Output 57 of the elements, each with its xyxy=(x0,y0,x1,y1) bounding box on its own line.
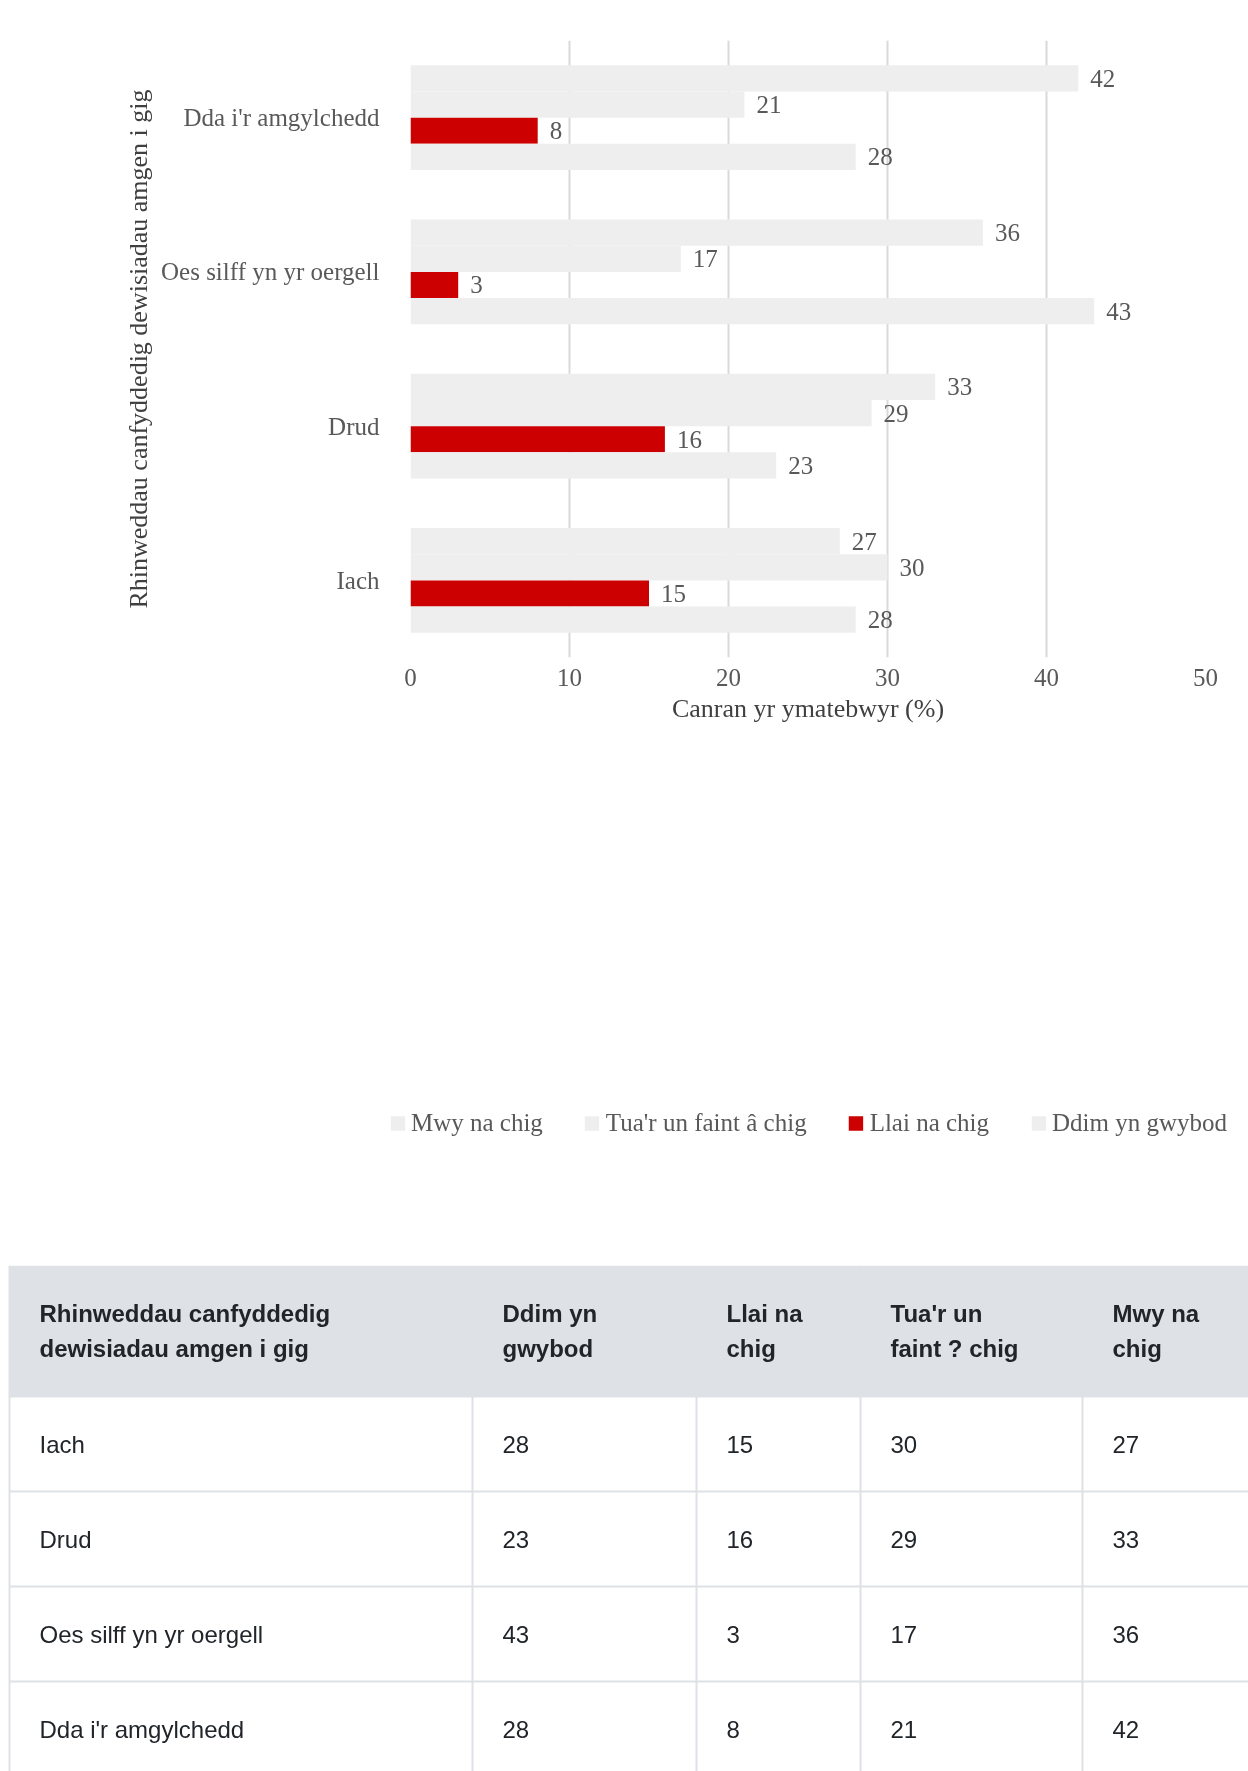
text: Mwy na chig xyxy=(1112,1299,1200,1363)
data-label: 16 xyxy=(676,425,702,453)
data-label: 3 xyxy=(470,271,483,299)
data-label: 8 xyxy=(549,117,563,145)
y-tick-label: Dda i'r amgylchedd xyxy=(183,104,380,132)
text: 28 xyxy=(502,1430,530,1458)
data-label: 28 xyxy=(867,606,893,634)
text: 28 xyxy=(502,1715,530,1743)
x-tick-label: 50 xyxy=(1193,663,1218,691)
data-label: 42 xyxy=(1090,64,1116,92)
legend-label: Mwy na chig xyxy=(410,1109,543,1137)
data-label: 29 xyxy=(883,399,909,427)
x-tick-label: 40 xyxy=(1034,663,1059,691)
category-label: Iach xyxy=(39,1430,85,1458)
text: 30 xyxy=(890,1430,918,1458)
y-axis-title: Rhinweddau canfyddedig dewisiadau amgen i gig xyxy=(124,89,154,609)
text: Ddim yn gwybod xyxy=(502,1299,598,1363)
data-label: 27 xyxy=(851,527,877,555)
data-label: 36 xyxy=(994,219,1020,247)
text: 21 xyxy=(890,1715,918,1743)
y-tick-label: Oes silff yn yr oergell xyxy=(161,258,380,286)
text: Tua'r un faint ? chig xyxy=(890,1299,1019,1363)
x-tick-label: 20 xyxy=(716,663,741,691)
category-label: Drud xyxy=(39,1525,92,1553)
text: 3 xyxy=(726,1620,740,1648)
y-tick-label: Iach xyxy=(336,566,380,594)
text: 43 xyxy=(502,1620,530,1648)
legend-label: Tua'r un faint â chig xyxy=(605,1109,807,1137)
legend-label: Llai na chig xyxy=(869,1109,990,1137)
data-label: 33 xyxy=(947,373,973,401)
text: 17 xyxy=(890,1620,918,1648)
data-label: 28 xyxy=(867,143,893,171)
text: 8 xyxy=(726,1715,740,1743)
y-tick-label: Drud xyxy=(328,412,380,440)
category-label: Dda i'r amgylchedd xyxy=(39,1715,245,1743)
text: 15 xyxy=(726,1430,754,1458)
text: 33 xyxy=(1112,1525,1140,1553)
x-axis-title: Canran yr ymatebwyr (%) xyxy=(671,693,945,723)
text: Rhinweddau canfyddedig dewisiadau amgen i gig xyxy=(39,1299,331,1363)
x-tick-label: 0 xyxy=(404,663,417,691)
data-label: 23 xyxy=(788,451,814,479)
data-label: 15 xyxy=(661,579,686,607)
data-label: 30 xyxy=(899,553,925,581)
data-label: 43 xyxy=(1106,297,1132,325)
category-label: Oes silff yn yr oergell xyxy=(39,1620,264,1648)
x-tick-label: 30 xyxy=(875,663,900,691)
text: 27 xyxy=(1112,1430,1140,1458)
text: 16 xyxy=(726,1525,754,1553)
text: 36 xyxy=(1112,1620,1140,1648)
x-tick-label: 10 xyxy=(557,663,582,691)
text: 23 xyxy=(502,1525,530,1553)
text: 42 xyxy=(1112,1715,1140,1743)
data-label: 21 xyxy=(756,91,782,119)
text: Llai na chig xyxy=(726,1299,804,1363)
text: 29 xyxy=(890,1525,918,1553)
data-label: 17 xyxy=(692,245,718,273)
legend-label: Ddim yn gwybod xyxy=(1052,1109,1228,1137)
